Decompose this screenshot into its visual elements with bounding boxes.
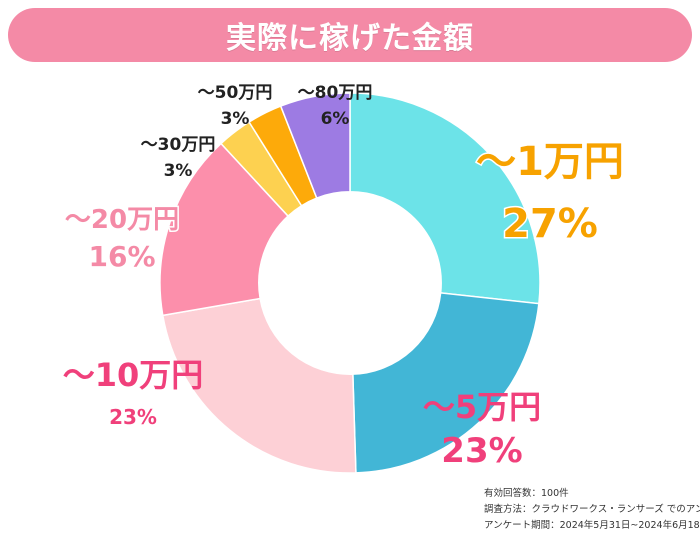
survey-notes: 有効回答数：100件 調査方法：クラウドワークス・ランサーズ でのアンケート ア… xyxy=(484,486,700,534)
slice-3 xyxy=(161,297,357,474)
slice-7 xyxy=(279,92,351,200)
category-label-4: 〜20万円 xyxy=(65,205,179,235)
slice-2 xyxy=(352,292,540,474)
category-label-1: 〜1万円 xyxy=(476,139,624,185)
slice-4 xyxy=(159,142,290,317)
period-note: アンケート期間：2024年5月31日~2024年6月18日 xyxy=(484,520,700,531)
category-label-7: 〜80万円 xyxy=(298,83,373,103)
category-label-2: 〜5万円 xyxy=(423,388,541,426)
value-label-6: 3% xyxy=(221,109,250,129)
chart-title: 実際に稼げた金額 xyxy=(226,21,474,56)
value-label-3: 23% xyxy=(109,405,157,429)
value-label-2: 23% xyxy=(441,431,522,471)
slice-1 xyxy=(349,92,541,305)
category-label-5: 〜30万円 xyxy=(141,135,216,155)
category-label-3: 〜10万円 xyxy=(63,356,204,394)
respondents-note: 有効回答数：100件 xyxy=(484,488,569,499)
value-label-4: 16% xyxy=(88,240,155,273)
value-label-1: 27% xyxy=(502,201,598,247)
title-banner: 実際に稼げた金額 xyxy=(8,8,692,62)
category-label-6: 〜50万円 xyxy=(198,83,273,103)
value-label-5: 3% xyxy=(164,161,193,181)
value-label-7: 6% xyxy=(321,109,350,129)
method-note: 調査方法：クラウドワークス・ランサーズ でのアンケート xyxy=(484,504,700,515)
